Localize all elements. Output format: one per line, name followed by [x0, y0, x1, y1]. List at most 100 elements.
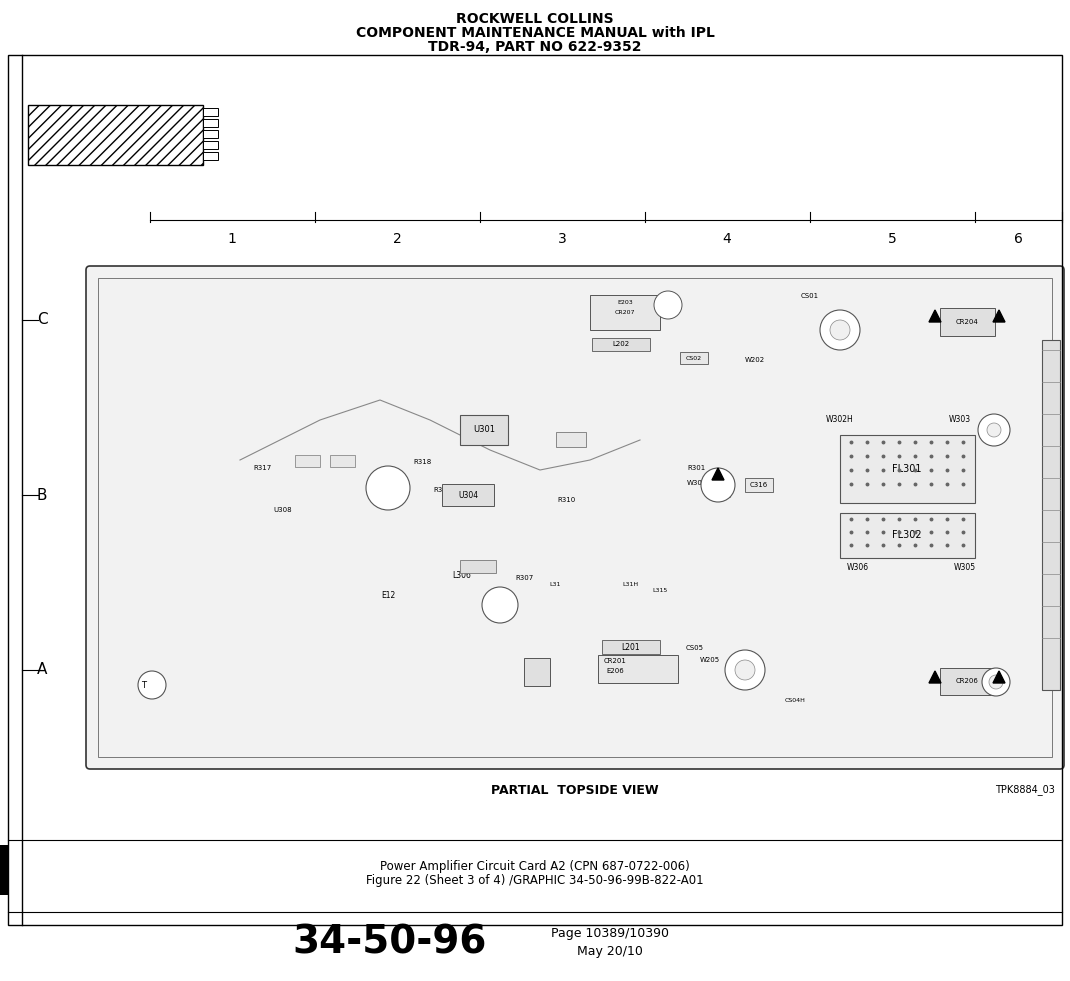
Polygon shape — [993, 310, 1005, 322]
Text: ROCKWELL COLLINS: ROCKWELL COLLINS — [456, 12, 614, 26]
Text: U307: U307 — [331, 457, 349, 463]
Bar — [840, 513, 975, 558]
Bar — [203, 119, 218, 127]
Text: R305: R305 — [566, 442, 584, 448]
Bar — [745, 478, 773, 492]
Circle shape — [978, 414, 1010, 446]
Bar — [460, 415, 508, 445]
Text: CR201: CR201 — [603, 658, 626, 664]
Text: T: T — [141, 681, 147, 690]
Text: C316: C316 — [750, 482, 768, 488]
Bar — [460, 560, 496, 573]
Text: L306: L306 — [453, 571, 472, 580]
Bar — [203, 130, 218, 138]
Polygon shape — [929, 671, 941, 683]
Text: R319: R319 — [433, 487, 453, 493]
Text: TDR-94, PART NO 622-9352: TDR-94, PART NO 622-9352 — [428, 40, 642, 54]
Text: W301: W301 — [687, 480, 707, 486]
Bar — [7, 55, 1063, 925]
Bar — [556, 432, 586, 447]
Circle shape — [989, 675, 1003, 689]
Text: TPK8884_03: TPK8884_03 — [995, 785, 1055, 796]
Text: L31: L31 — [549, 582, 561, 587]
Text: PARTIAL  TOPSIDE VIEW: PARTIAL TOPSIDE VIEW — [491, 784, 659, 797]
Text: W305: W305 — [954, 563, 976, 573]
Bar — [203, 108, 218, 116]
Text: L202: L202 — [612, 341, 629, 347]
Text: 5: 5 — [888, 232, 897, 246]
Polygon shape — [712, 468, 724, 480]
Text: C: C — [36, 313, 47, 328]
Text: R301: R301 — [688, 465, 706, 471]
Circle shape — [830, 320, 850, 340]
Text: CR207: CR207 — [615, 310, 636, 315]
Bar — [203, 141, 218, 149]
Text: Figure 22 (Sheet 3 of 4) /GRAPHIC 34-50-96-99B-822-A01: Figure 22 (Sheet 3 of 4) /GRAPHIC 34-50-… — [366, 874, 704, 887]
Text: W306: W306 — [847, 563, 869, 573]
Text: FL302: FL302 — [892, 530, 922, 540]
Bar — [442, 484, 494, 506]
Text: W303: W303 — [949, 416, 972, 425]
Text: L31H: L31H — [622, 582, 638, 587]
Text: 4: 4 — [722, 232, 732, 246]
Circle shape — [982, 668, 1010, 696]
Circle shape — [654, 291, 682, 319]
Bar — [598, 655, 678, 683]
Bar — [330, 455, 355, 467]
Text: 6: 6 — [1013, 232, 1023, 246]
Text: CS05: CS05 — [686, 645, 704, 651]
Bar — [592, 338, 649, 351]
Circle shape — [701, 468, 735, 502]
Text: COMPONENT MAINTENANCE MANUAL with IPL: COMPONENT MAINTENANCE MANUAL with IPL — [355, 26, 715, 40]
Circle shape — [482, 587, 518, 623]
Text: 1: 1 — [228, 232, 236, 246]
Bar — [28, 105, 203, 165]
Text: CS04H: CS04H — [784, 697, 806, 702]
Polygon shape — [929, 310, 941, 322]
Text: FL301: FL301 — [892, 464, 921, 474]
Bar — [295, 455, 320, 467]
Bar — [0, 845, 7, 895]
Text: R307: R307 — [516, 575, 534, 581]
Text: 34-50-96: 34-50-96 — [293, 924, 487, 962]
Bar — [941, 668, 995, 695]
Text: L201: L201 — [622, 643, 640, 651]
FancyBboxPatch shape — [86, 266, 1064, 769]
Bar — [98, 278, 1052, 757]
Text: A: A — [36, 662, 47, 678]
Text: R317: R317 — [254, 465, 272, 471]
Text: W302H: W302H — [826, 416, 854, 425]
Circle shape — [735, 660, 755, 680]
Circle shape — [987, 423, 1002, 437]
Text: R310: R310 — [556, 497, 576, 503]
Text: R318: R318 — [413, 459, 431, 465]
Text: E203: E203 — [617, 300, 632, 305]
Polygon shape — [993, 671, 1005, 683]
Text: E206: E206 — [606, 668, 624, 674]
Text: W202: W202 — [745, 357, 765, 363]
Bar — [1042, 340, 1060, 690]
Text: W302: W302 — [712, 493, 732, 499]
Bar — [524, 658, 550, 686]
Bar — [681, 352, 708, 364]
Circle shape — [820, 310, 860, 350]
Text: Page 10389/10390: Page 10389/10390 — [551, 927, 669, 941]
Text: CS02: CS02 — [686, 355, 702, 360]
Text: W205: W205 — [700, 657, 720, 663]
Text: E12: E12 — [381, 591, 395, 599]
Text: U304: U304 — [458, 490, 478, 499]
Text: CR204: CR204 — [956, 319, 978, 325]
Text: B: B — [36, 488, 47, 502]
Text: Power Amplifier Circuit Card A2 (CPN 687-0722-006): Power Amplifier Circuit Card A2 (CPN 687… — [380, 860, 690, 873]
Circle shape — [725, 650, 765, 690]
Text: U301: U301 — [473, 426, 495, 435]
Text: 3: 3 — [557, 232, 566, 246]
Circle shape — [366, 466, 410, 510]
Bar — [590, 295, 660, 330]
Text: L315: L315 — [653, 588, 668, 593]
Text: CS01: CS01 — [801, 293, 819, 299]
Text: May 20/10: May 20/10 — [577, 946, 643, 958]
Bar — [941, 308, 995, 336]
Bar — [203, 152, 218, 160]
Text: U308: U308 — [274, 507, 292, 513]
